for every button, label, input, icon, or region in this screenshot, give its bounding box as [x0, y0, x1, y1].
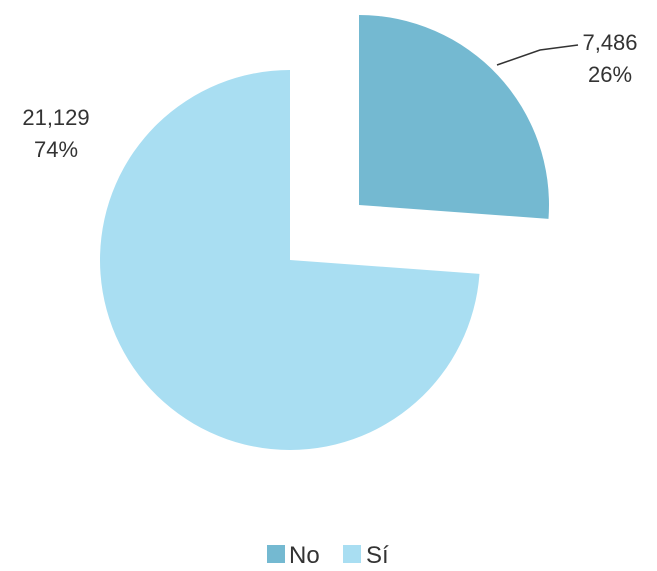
pie-slice-no [359, 15, 549, 219]
legend-label-si: Sí [366, 542, 389, 569]
legend: No Sí [267, 542, 389, 569]
legend-swatch-si [343, 545, 361, 563]
legend-label-no: No [289, 542, 320, 569]
pie-slices [100, 15, 549, 450]
data-label-si-percent: 74% [34, 137, 78, 162]
data-label-no-value: 7,486 [582, 30, 637, 55]
leader-line-no [496, 44, 579, 66]
legend-swatch-no [267, 545, 285, 563]
pie-slice-si [100, 70, 480, 450]
data-label-no-percent: 26% [588, 62, 632, 87]
data-label-si-value: 21,129 [22, 105, 89, 130]
